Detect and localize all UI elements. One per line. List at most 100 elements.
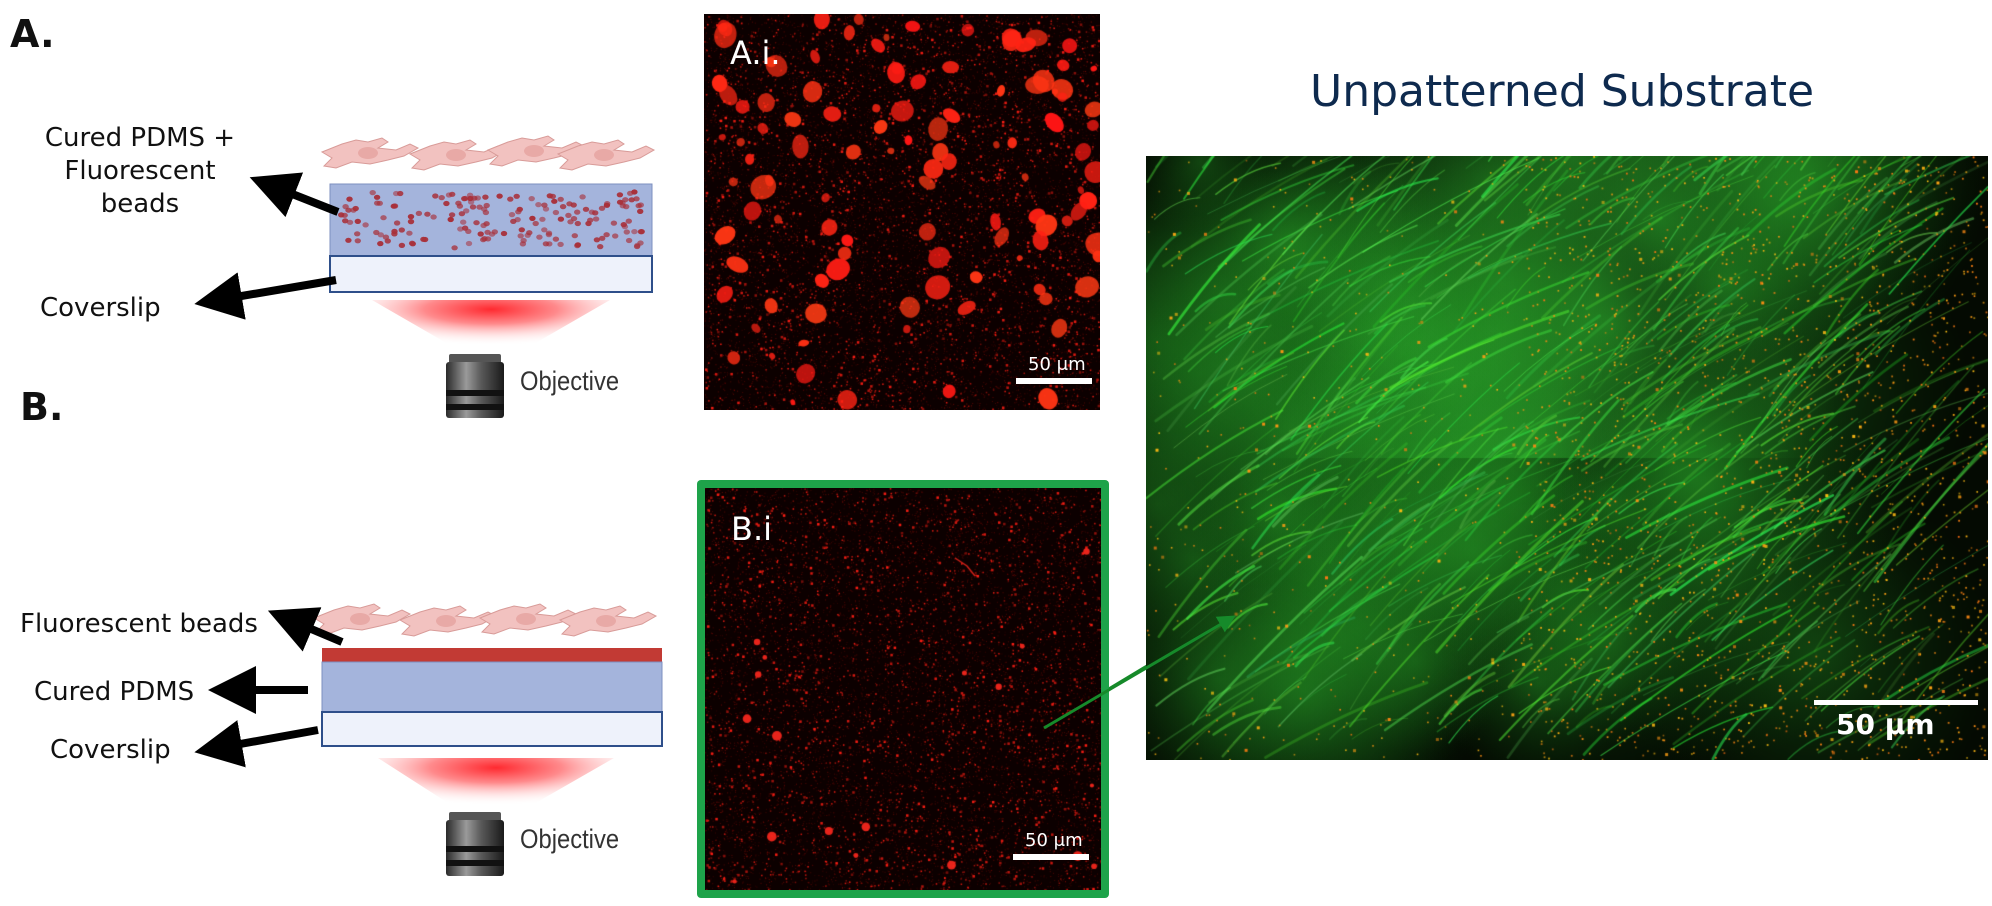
bead xyxy=(539,216,546,222)
bead xyxy=(382,234,390,240)
panel-b-light-cone xyxy=(378,758,614,812)
bead xyxy=(592,216,600,222)
bead xyxy=(341,212,348,218)
micrograph-ai-scale-bar xyxy=(1016,378,1092,384)
bead xyxy=(546,241,553,247)
bead xyxy=(443,200,450,207)
bead xyxy=(354,231,361,237)
bead xyxy=(535,202,542,208)
bead xyxy=(449,191,456,197)
bead xyxy=(603,232,610,238)
panel-b-pdms-layer xyxy=(321,661,663,713)
bead xyxy=(619,200,626,206)
bead xyxy=(465,228,472,234)
bead xyxy=(599,235,606,241)
bead xyxy=(342,204,349,210)
panel-b-coverslip-label: Coverslip xyxy=(50,735,171,765)
bead xyxy=(500,230,508,237)
micrograph-ai-image xyxy=(704,14,1100,410)
bead xyxy=(380,215,387,221)
bead xyxy=(585,220,592,227)
bead xyxy=(415,210,423,216)
panel-b-letter: B. xyxy=(20,385,64,429)
bead xyxy=(633,196,640,202)
bead xyxy=(529,215,536,221)
bead xyxy=(463,208,470,214)
bead xyxy=(582,206,590,212)
micrograph-large-image xyxy=(1146,156,1988,760)
bead xyxy=(597,244,604,250)
bead xyxy=(397,190,404,197)
bead xyxy=(420,236,427,242)
panel-a-arrow-pdms xyxy=(249,172,340,218)
bead xyxy=(631,229,638,235)
bead xyxy=(481,236,488,242)
bead xyxy=(616,192,624,198)
bead xyxy=(488,231,496,237)
bead xyxy=(557,241,564,247)
bead xyxy=(634,242,641,248)
bead xyxy=(625,218,632,224)
bead xyxy=(471,195,478,201)
bead xyxy=(592,210,599,216)
micrograph-bi-frame: B.i 50 μm xyxy=(697,480,1109,898)
bead xyxy=(469,204,477,210)
bead xyxy=(593,237,601,243)
bead xyxy=(424,211,431,217)
bead xyxy=(456,203,464,209)
bead xyxy=(570,202,577,208)
bead xyxy=(574,242,582,248)
panel-b-objective-label: Objective xyxy=(520,824,620,854)
panel-b-cells xyxy=(313,603,657,637)
bead xyxy=(637,208,644,214)
bead xyxy=(612,233,619,239)
panel-a-beads xyxy=(338,189,645,251)
bead xyxy=(409,241,416,247)
bead xyxy=(482,194,489,200)
bead xyxy=(447,216,454,223)
bead xyxy=(517,233,524,239)
bead xyxy=(510,218,517,224)
bead xyxy=(516,206,523,212)
bead xyxy=(432,193,439,199)
bead xyxy=(342,218,349,224)
bead xyxy=(465,240,473,247)
bead xyxy=(391,228,398,234)
micrograph-large-scale-bar xyxy=(1814,700,1978,705)
bead xyxy=(451,245,458,251)
label-line-1: Cured PDMS + xyxy=(44,123,236,153)
bead xyxy=(407,214,415,220)
bead xyxy=(552,236,560,242)
bead xyxy=(528,196,535,202)
bead xyxy=(623,204,630,210)
large-micrograph-title: Unpatterned Substrate xyxy=(1310,66,1815,117)
bead xyxy=(526,230,533,236)
panel-a-letter: A. xyxy=(10,12,55,56)
panel-a-coverslip xyxy=(329,255,653,293)
micrograph-bi: B.i 50 μm xyxy=(705,488,1101,890)
bead xyxy=(448,212,456,218)
bead xyxy=(628,197,635,203)
bead xyxy=(598,205,606,211)
bead xyxy=(407,219,415,225)
label-line-3: beads xyxy=(100,189,180,219)
bead xyxy=(574,209,581,215)
panel-b-arrow-beads xyxy=(267,607,344,652)
bead xyxy=(376,200,383,206)
panel-b-pdms-label: Cured PDMS xyxy=(34,677,195,707)
bead xyxy=(391,203,399,209)
micrograph-ai: A.i. 50 μm xyxy=(704,14,1100,410)
micrograph-large: 50 μm xyxy=(1146,156,1988,760)
bead xyxy=(346,196,353,202)
bead xyxy=(466,192,474,198)
bead xyxy=(541,202,548,208)
bead xyxy=(637,202,644,208)
panel-a-pdms-beads-label: Cured PDMS + Fluorescent beads xyxy=(20,122,260,221)
panel-a-objective-label: Objective xyxy=(520,366,620,396)
micrograph-bi-scale-text: 50 μm xyxy=(1025,830,1083,851)
bead xyxy=(393,220,401,226)
panel-b-bead-layer xyxy=(322,648,662,662)
micrograph-ai-scale-text: 50 μm xyxy=(1028,354,1086,375)
panel-b-objective xyxy=(446,812,504,876)
